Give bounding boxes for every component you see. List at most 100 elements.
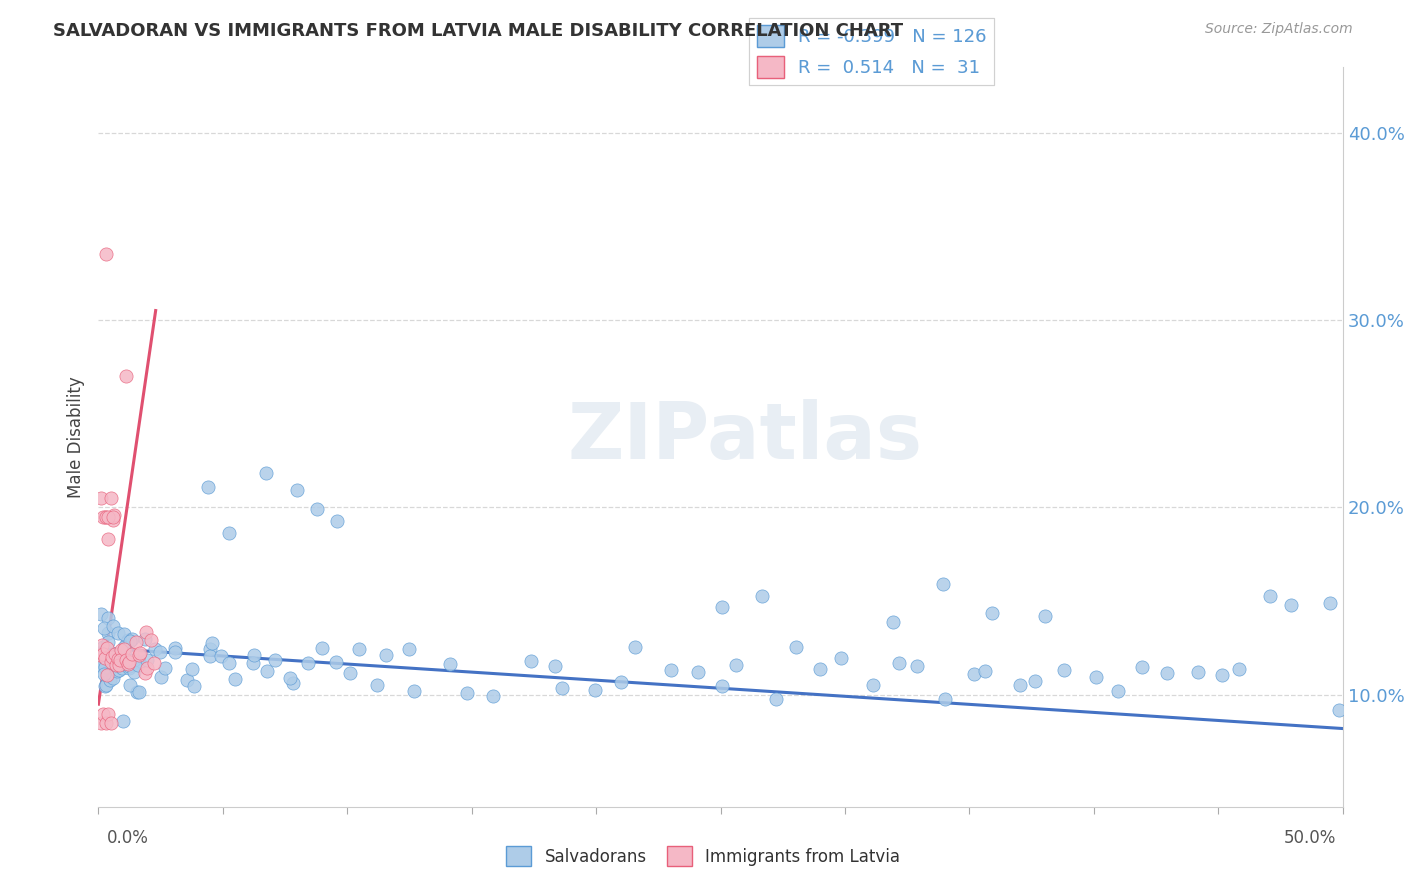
Point <box>254 466 277 480</box>
Point <box>94 247 117 261</box>
Point <box>118 660 141 674</box>
Point <box>118 655 141 669</box>
Point <box>339 665 361 680</box>
Point <box>128 685 150 699</box>
Point <box>1327 703 1350 717</box>
Point <box>624 640 647 654</box>
Point <box>107 626 129 640</box>
Point <box>125 684 148 698</box>
Point <box>118 678 141 692</box>
Point <box>520 654 543 668</box>
Point <box>96 625 118 640</box>
Point <box>135 625 157 640</box>
Point <box>176 673 198 688</box>
Point <box>100 491 122 505</box>
Point <box>94 715 117 730</box>
Point <box>110 642 132 657</box>
Point <box>1227 662 1250 676</box>
Point <box>112 714 135 728</box>
Point <box>398 641 420 656</box>
Point <box>325 514 347 528</box>
Point <box>882 615 904 629</box>
Point <box>1107 684 1129 698</box>
Point <box>785 640 807 654</box>
Text: Source: ZipAtlas.com: Source: ZipAtlas.com <box>1205 22 1353 37</box>
Point <box>94 644 117 658</box>
Point <box>297 656 319 670</box>
Point <box>93 647 115 661</box>
Point <box>108 658 131 673</box>
Point <box>103 509 125 524</box>
Point <box>1033 608 1056 623</box>
Point <box>117 657 139 671</box>
Point <box>281 676 304 690</box>
Point <box>112 640 135 654</box>
Point <box>862 677 884 691</box>
Point <box>751 589 773 603</box>
Point <box>135 652 157 666</box>
Point <box>224 672 246 686</box>
Point <box>93 667 115 681</box>
Point <box>114 643 136 657</box>
Point <box>122 665 145 679</box>
Point <box>112 642 135 657</box>
Point <box>134 665 156 680</box>
Point <box>93 657 115 672</box>
Point <box>375 648 398 663</box>
Point <box>889 657 911 671</box>
Point <box>1024 674 1046 689</box>
Point <box>93 509 115 524</box>
Point <box>103 508 125 522</box>
Point <box>96 641 118 656</box>
Point <box>1130 660 1153 674</box>
Point <box>710 599 733 614</box>
Point <box>325 655 347 669</box>
Point <box>218 525 240 540</box>
Point <box>155 661 177 675</box>
Point <box>108 648 131 663</box>
Point <box>932 576 955 591</box>
Point <box>104 647 127 661</box>
Point <box>280 671 302 685</box>
Point <box>311 640 333 655</box>
Point <box>128 648 150 662</box>
Legend: R = -0.399   N = 126, R =  0.514   N =  31: R = -0.399 N = 126, R = 0.514 N = 31 <box>749 18 994 86</box>
Point <box>659 663 682 677</box>
Point <box>1085 670 1108 684</box>
Point <box>183 679 205 693</box>
Point <box>93 648 115 662</box>
Point <box>347 642 370 657</box>
Point <box>724 658 747 673</box>
Point <box>962 666 984 681</box>
Point <box>117 633 139 648</box>
Point <box>149 645 172 659</box>
Point <box>108 652 131 666</box>
Point <box>305 502 328 516</box>
Point <box>90 491 112 505</box>
Point <box>115 634 138 648</box>
Point <box>90 657 112 672</box>
Point <box>366 678 388 692</box>
Point <box>93 706 115 721</box>
Point <box>110 652 132 666</box>
Point <box>209 648 232 663</box>
Point <box>1211 667 1233 681</box>
Point <box>285 483 308 497</box>
Point <box>163 641 186 656</box>
Point <box>94 651 117 665</box>
Point <box>97 509 120 524</box>
Point <box>686 665 709 680</box>
Point <box>134 632 156 646</box>
Point <box>94 509 117 524</box>
Point <box>96 667 118 681</box>
Point <box>101 649 124 664</box>
Point <box>905 658 928 673</box>
Point <box>1187 665 1209 680</box>
Point <box>93 679 115 693</box>
Point <box>93 621 115 635</box>
Point <box>122 653 145 667</box>
Point <box>118 659 141 673</box>
Text: 50.0%: 50.0% <box>1284 829 1336 847</box>
Point <box>256 664 278 678</box>
Point <box>97 706 120 721</box>
